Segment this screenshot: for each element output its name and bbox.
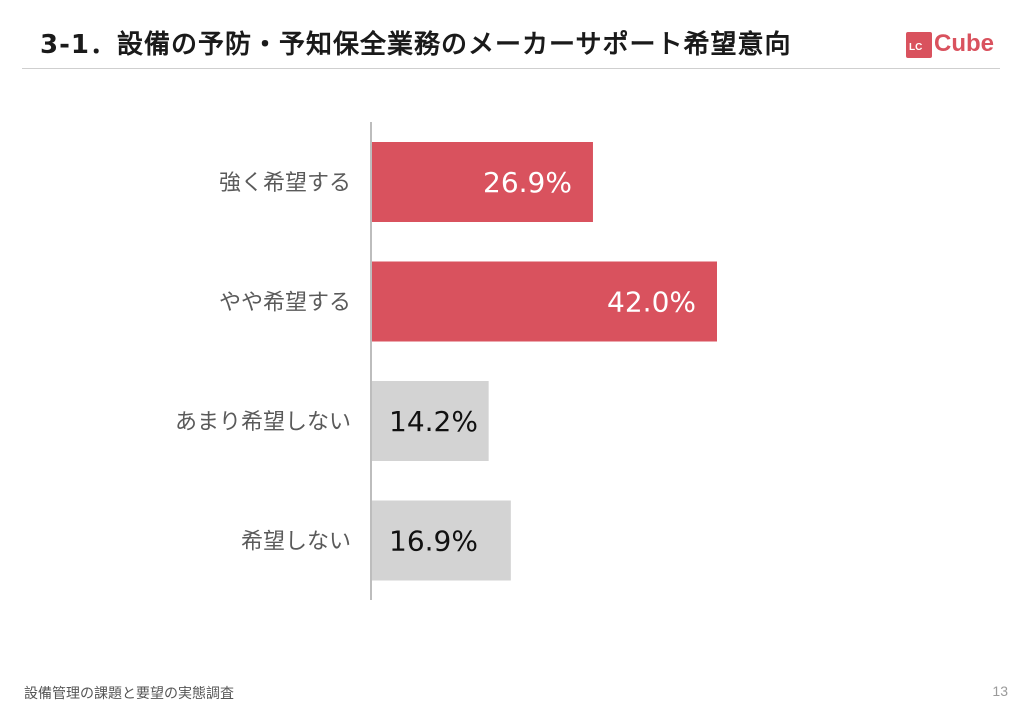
value-label-3: 14.2% <box>389 405 478 438</box>
title-divider <box>22 68 1000 69</box>
page-number: 13 <box>992 683 1008 699</box>
bar-4 <box>372 500 511 581</box>
bar-3 <box>372 381 489 461</box>
page-title: 3-1．設備の予防・予知保全業務のメーカーサポート希望意向 <box>40 30 792 60</box>
logo-box-text: LC <box>909 42 923 53</box>
bar-1 <box>372 142 593 222</box>
bar-2 <box>372 261 717 342</box>
category-label-1: 強く希望する <box>219 171 351 196</box>
logo-cube-icon: LC <box>906 32 932 58</box>
category-label-3: あまり希望しない <box>175 410 351 435</box>
category-label-4: 希望しない <box>241 530 351 555</box>
value-label-1: 26.9% <box>483 166 572 199</box>
value-label-4: 16.9% <box>389 525 478 558</box>
logo-wordmark: Cube <box>934 30 994 57</box>
footer-survey-title: 設備管理の課題と要望の実態調査 <box>24 686 234 702</box>
value-label-2: 42.0% <box>607 286 696 319</box>
lc-cube-logo: LC Cube <box>906 28 1006 62</box>
category-label-2: やや希望する <box>219 291 351 316</box>
